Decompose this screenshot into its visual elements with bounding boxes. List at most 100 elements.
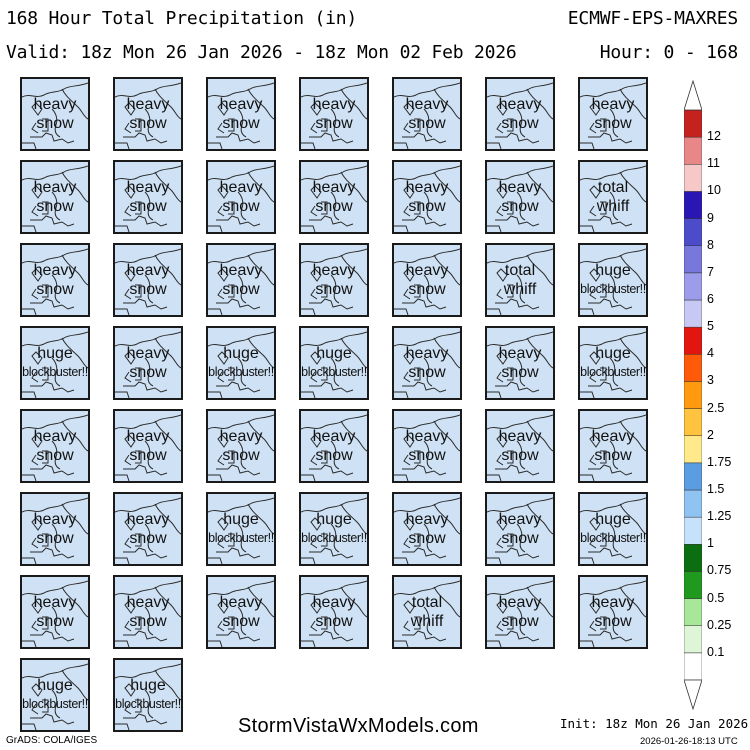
ensemble-member-panel: heavy snow: [20, 575, 90, 649]
ensemble-member-panel: huge blockbuster!!: [578, 492, 648, 566]
colorbar-tick-label: 2.5: [707, 400, 725, 415]
map-outline: [394, 248, 460, 315]
ensemble-member-panel: heavy snow: [299, 243, 369, 317]
ensemble-member-panel: heavy snow: [299, 575, 369, 649]
map-outline: [22, 497, 88, 564]
ensemble-member-panel: heavy snow: [20, 409, 90, 483]
ensemble-member-panel: heavy snow: [578, 575, 648, 649]
ensemble-member-panel: heavy snow: [20, 243, 90, 317]
ensemble-member-panel: heavy snow: [485, 77, 555, 151]
map-outline: [487, 580, 553, 647]
map-outline: [487, 497, 553, 564]
ensemble-member-panel: heavy snow: [113, 160, 183, 234]
colorbar-swatch: [684, 272, 702, 301]
colorbar-swatch: [684, 299, 702, 328]
ensemble-member-panel: heavy snow: [20, 160, 90, 234]
ensemble-member-panel: total whiff: [578, 160, 648, 234]
colorbar-swatch: [684, 462, 702, 491]
colorbar-swatch: [684, 544, 702, 572]
ensemble-member-panel: heavy snow: [113, 77, 183, 151]
colorbar-swatch: [684, 191, 702, 219]
map-outline: [394, 580, 460, 647]
ensemble-member-panel: heavy snow: [206, 77, 276, 151]
ensemble-member-panel: total whiff: [485, 243, 555, 317]
map-outline: [115, 663, 181, 730]
ensemble-member-panel: heavy snow: [485, 492, 555, 566]
ensemble-member-panel: heavy snow: [20, 77, 90, 151]
map-outline: [115, 248, 181, 315]
colorbar-tick-label: 10: [707, 183, 721, 198]
ensemble-member-panel: heavy snow: [20, 492, 90, 566]
ensemble-member-panel: heavy snow: [299, 77, 369, 151]
valid-period: Valid: 18z Mon 26 Jan 2026 - 18z Mon 02 …: [6, 42, 517, 63]
ensemble-member-panel: huge blockbuster!!: [113, 658, 183, 732]
map-outline: [394, 165, 460, 232]
ensemble-member-panel: total whiff: [392, 575, 462, 649]
colorbar-swatch: [684, 109, 702, 138]
map-outline: [22, 414, 88, 481]
map-outline: [208, 248, 274, 315]
colorbar-tick-label: 0.1: [707, 644, 725, 659]
colorbar-tick-label: 1.5: [707, 482, 725, 496]
map-outline: [301, 580, 367, 647]
ensemble-member-panel: heavy snow: [392, 409, 462, 483]
site-watermark: StormVistaWxModels.com: [238, 715, 479, 737]
map-outline: [115, 331, 181, 398]
map-outline: [208, 331, 274, 398]
map-outline: [301, 414, 367, 481]
colorbar-swatch: [684, 136, 702, 165]
ensemble-member-panel: heavy snow: [485, 575, 555, 649]
timestamp: 2026-01-26-18:13 UTC: [640, 736, 738, 747]
ensemble-member-panel: huge blockbuster!!: [299, 326, 369, 400]
colorbar-swatch: [684, 408, 702, 436]
colorbar-swatch: [684, 489, 702, 518]
map-outline: [208, 82, 274, 149]
colorbar-tick-label: 11: [707, 156, 720, 171]
map-outline: [394, 497, 460, 564]
model-name: ECMWF-EPS-MAXRES: [567, 8, 738, 29]
ensemble-member-panel: heavy snow: [485, 160, 555, 234]
map-outline: [394, 331, 460, 398]
colorbar-swatch: [684, 435, 702, 464]
map-outline: [208, 580, 274, 647]
map-outline: [22, 580, 88, 647]
ensemble-member-panel: heavy snow: [206, 409, 276, 483]
colorbar-tick-label: 5: [707, 319, 714, 334]
ensemble-member-panel: heavy snow: [206, 575, 276, 649]
colorbar-tick-label: 0.75: [707, 563, 732, 578]
ensemble-member-panel: heavy snow: [113, 326, 183, 400]
colorbar-swatch: [684, 245, 702, 274]
colorbar-swatch: [684, 326, 702, 355]
ensemble-member-panel: huge blockbuster!!: [578, 243, 648, 317]
colorbar-swatch: [684, 625, 702, 654]
map-outline: [580, 497, 646, 564]
colorbar-swatch: [684, 381, 702, 409]
map-outline: [580, 580, 646, 647]
colorbar-swatch: [684, 218, 702, 246]
ensemble-member-panel: huge blockbuster!!: [299, 492, 369, 566]
map-outline: [115, 580, 181, 647]
colorbar-swatch: [684, 598, 702, 626]
ensemble-member-panel: huge blockbuster!!: [578, 326, 648, 400]
map-outline: [394, 82, 460, 149]
colorbar-tick-label: 1: [707, 536, 714, 551]
ensemble-member-panel: heavy snow: [485, 409, 555, 483]
ensemble-member-panel: heavy snow: [485, 326, 555, 400]
ensemble-member-panel: heavy snow: [392, 326, 462, 400]
ensemble-member-panel: heavy snow: [206, 243, 276, 317]
map-outline: [115, 165, 181, 232]
map-outline: [580, 82, 646, 149]
colorbar-tick-label: 1.25: [707, 509, 732, 524]
colorbar-tick-label: 3: [707, 373, 714, 388]
colorbar-tick-label: 2: [707, 427, 714, 442]
map-outline: [487, 165, 553, 232]
map-outline: [301, 82, 367, 149]
map-outline: [22, 663, 88, 730]
ensemble-member-panel: heavy snow: [392, 160, 462, 234]
ensemble-member-panel: heavy snow: [392, 77, 462, 151]
map-outline: [115, 82, 181, 149]
map-outline: [580, 331, 646, 398]
colorbar-tick-label: 12: [707, 129, 721, 144]
colorbar-tick-label: 0.25: [707, 617, 732, 632]
map-outline: [580, 414, 646, 481]
